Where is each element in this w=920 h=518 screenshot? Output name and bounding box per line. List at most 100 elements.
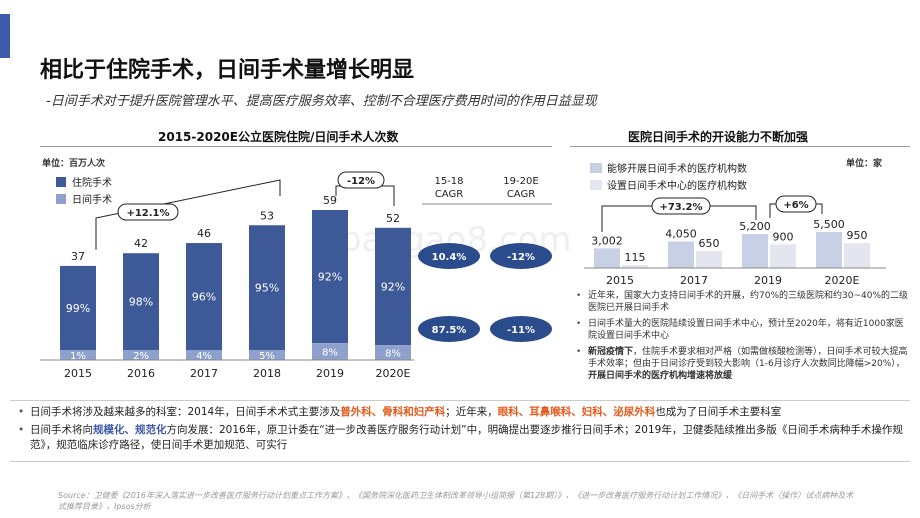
growth-badge-b [775, 195, 817, 213]
inpatient-share-2017: 96% [192, 291, 216, 304]
x-tick-2017: 2017 [190, 367, 218, 380]
cagr-value-1-1: -11% [507, 325, 535, 336]
cagr-value-0-0: 10.4% [432, 252, 467, 263]
growth-label-2019: -12% [347, 176, 375, 187]
bar-inpatient-2020E [375, 227, 411, 346]
left-bars: 37 99% 1% 2015 42 98% 2% 2016 46 96% 4% 2017 53 95% 5%… [60, 194, 411, 380]
daytime-share-2018: 5% [259, 351, 275, 362]
bottom-bullet-2: 日间手术将向规模化、规范化方向发展：2016年，原卫计委在“进一步改善医疗服务行… [14, 423, 910, 453]
x-tick-2018: 2018 [253, 367, 281, 380]
accent-bar [0, 14, 10, 58]
bar-daytime-2015 [60, 350, 96, 360]
legend-swatch-daytime [56, 194, 66, 204]
bar-inpatient-2015 [60, 265, 96, 350]
growth-badge-total [117, 203, 179, 221]
legend-label-daytime: 日间手术 [72, 193, 112, 206]
total-label-2019: 59 [323, 194, 337, 207]
cagr-header-a-line1: 15-18 [434, 176, 463, 187]
legend-swatch-center [590, 180, 602, 190]
center-label-2019: 900 [773, 230, 794, 243]
cagr-cell-1-0 [418, 316, 480, 342]
bar-center-2015 [622, 264, 648, 268]
inpatient-share-2016: 98% [129, 296, 153, 309]
bar-capable-2019 [742, 233, 768, 268]
center-label-2017: 650 [699, 237, 720, 250]
legend-swatch-inpatient [56, 177, 66, 187]
right-x-tick-2015: 2015 [606, 274, 634, 287]
bar-center-2019 [770, 244, 796, 268]
legend-label-inpatient: 住院手术 [72, 176, 112, 189]
x-tick-2019: 2019 [316, 367, 344, 380]
x-tick-2016: 2016 [127, 367, 155, 380]
cagr-value-0-1: -12% [507, 252, 535, 263]
capable-label-2017: 4,050 [665, 227, 697, 240]
total-label-2020E: 52 [386, 212, 400, 225]
total-label-2015: 37 [71, 250, 85, 263]
bar-daytime-2020E [375, 345, 411, 360]
right-title-divider [570, 146, 910, 147]
bar-inpatient-2017 [186, 243, 222, 350]
left-unit-label: 单位：百万人次 [42, 159, 106, 169]
cagr-header-b-line1: 19-20E [503, 176, 538, 187]
bar-center-2020E [844, 243, 870, 268]
bottom-summary: 日间手术将涉及越来越多的科室：2014年，日间手术术式主要涉及普外科、骨科和妇产… [10, 400, 910, 462]
capable-label-2015: 3,002 [591, 234, 623, 247]
inpatient-share-2019: 92% [318, 271, 342, 284]
left-chart-title: 2015-2020E公立医院住院/日间手术人次数 [158, 130, 399, 144]
bar-daytime-2018 [249, 350, 285, 360]
source-note: Source：卫健委《2016年深入落实进一步改善医疗服务行动计划重点工作方案》… [58, 491, 854, 511]
right-bullet-3: 新冠疫情下，住院手术要求相对严格（如需做核酸检测等），日间手术可较大提高手术效率… [576, 346, 912, 382]
right-bullets: 近年来，国家大力支持日间手术的开展，约70%的三级医院和约30~40%的二级医院… [562, 290, 912, 386]
growth-badge-2019 [337, 171, 385, 189]
bar-capable-2017 [668, 241, 694, 268]
cagr-cells: 10.4% -12% 87.5% -11% [418, 243, 552, 342]
capable-label-2020E: 5,500 [813, 218, 845, 231]
cagr-cell-1-1 [490, 316, 552, 342]
bar-daytime-2016 [123, 350, 159, 360]
bar-inpatient-2019 [312, 210, 348, 344]
left-title-divider [40, 146, 552, 147]
inpatient-share-2020E: 92% [381, 280, 405, 293]
page-title: 相比于住院手术，日间手术量增长明显 [40, 58, 415, 83]
page-subtitle: -日间手术对于提升医院管理水平、提高医疗服务效率、控制不合理医疗费用时间的作用日… [46, 94, 597, 109]
bar-capable-2020E [816, 232, 842, 268]
bar-inpatient-2018 [249, 225, 285, 350]
inpatient-share-2015: 99% [66, 302, 90, 315]
capable-label-2019: 5,200 [739, 220, 771, 233]
legend-swatch-capable [590, 163, 602, 173]
right-unit-label: 单位：家 [846, 159, 883, 169]
cagr-value-1-0: 87.5% [432, 325, 467, 336]
bar-center-2017 [696, 250, 722, 268]
total-label-2017: 46 [197, 227, 211, 240]
legend-label-center: 设置日间手术中心的医疗机构数 [607, 179, 747, 192]
daytime-share-2016: 2% [133, 351, 149, 362]
center-label-2020E: 950 [847, 229, 868, 242]
cagr-header-a-line2: CAGR [435, 189, 463, 200]
x-tick-2020E: 2020E [376, 367, 411, 380]
cagr-cell-0-0 [418, 243, 480, 269]
bar-daytime-2017 [186, 350, 222, 360]
bar-capable-2015 [594, 248, 620, 268]
bottom-bullet-1: 日间手术将涉及越来越多的科室：2014年，日间手术术式主要涉及普外科、骨科和妇产… [14, 405, 910, 420]
cagr-cell-0-1 [490, 243, 552, 269]
right-x-tick-2017: 2017 [680, 274, 708, 287]
growth-bracket-total [95, 179, 281, 250]
daytime-share-2019: 8% [322, 348, 338, 359]
total-label-2016: 42 [134, 237, 148, 250]
right-bullet-2: 日间手术量大的医院陆续设置日间手术中心，预计至2020年，将有近1000家医院设… [576, 318, 912, 342]
growth-label-b: +6% [783, 200, 808, 211]
right-x-tick-2020E: 2020E [825, 274, 860, 287]
bar-inpatient-2016 [123, 253, 159, 350]
growth-label-total: +12.1% [126, 208, 169, 219]
daytime-share-2015: 1% [70, 351, 86, 362]
center-label-2015: 115 [625, 251, 646, 264]
right-bullet-1: 近年来，国家大力支持日间手术的开展，约70%的三级医院和约30~40%的二级医院… [576, 290, 912, 314]
daytime-share-2017: 4% [196, 351, 212, 362]
cagr-header-b-line2: CAGR [507, 189, 535, 200]
growth-label-a: +73.2% [659, 202, 702, 213]
right-x-tick-2019: 2019 [754, 274, 782, 287]
daytime-share-2020E: 8% [385, 349, 401, 360]
legend-label-capable: 能够开展日间手术的医疗机构数 [607, 162, 747, 175]
